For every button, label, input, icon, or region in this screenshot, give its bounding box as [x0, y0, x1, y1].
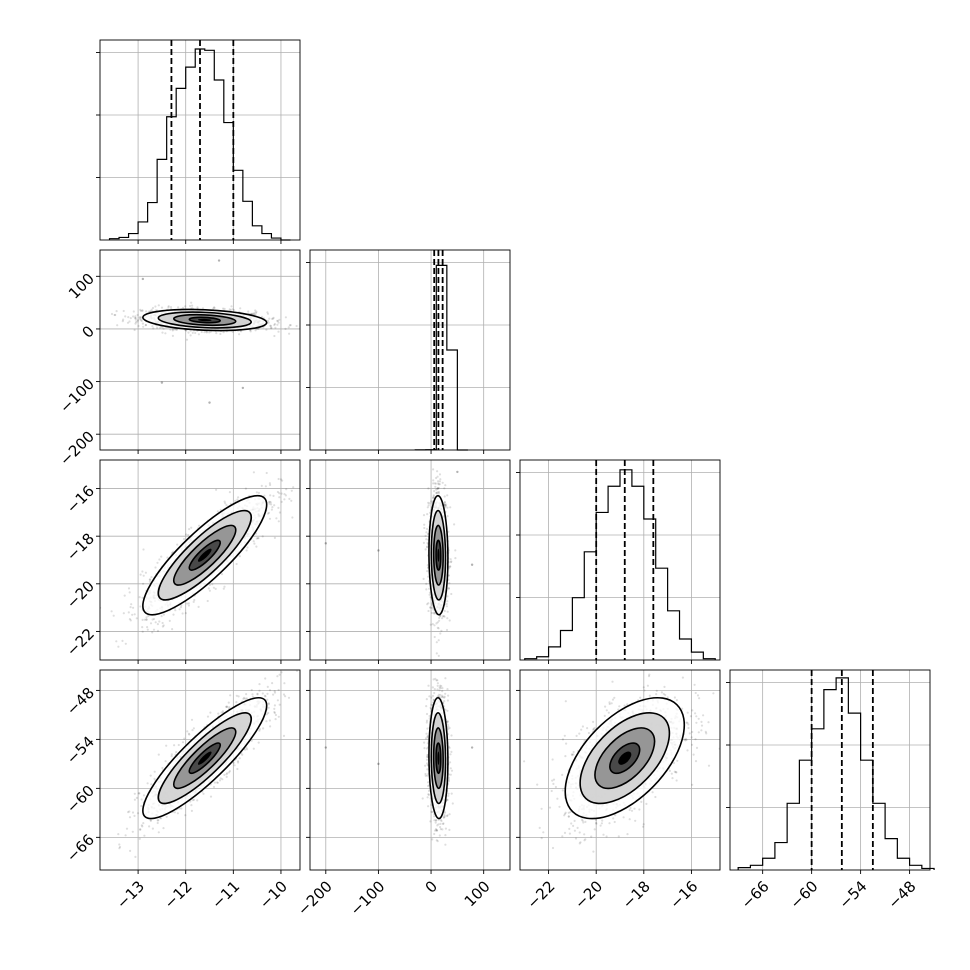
- panel-frame: [99, 249, 301, 451]
- x-tick-label: 0: [422, 877, 441, 896]
- x-tick-label: −16: [666, 877, 701, 912]
- y-tick-label: −16: [63, 482, 98, 517]
- outlier-point: [324, 542, 327, 545]
- x-tick-labels-2: −22 −20 −18 −16: [523, 877, 701, 912]
- y-tick-label: −48: [63, 684, 98, 719]
- scatter-content: [310, 670, 510, 870]
- x-tick-label: −60: [787, 877, 822, 912]
- scatter-content: [100, 250, 300, 450]
- y-tick-label: −20: [63, 577, 98, 612]
- x-tick-label: −20: [571, 877, 606, 912]
- x-tick-label: −11: [208, 877, 243, 912]
- outlier-point: [141, 277, 145, 281]
- panel-frame: [99, 669, 301, 871]
- outlier-point: [241, 386, 245, 390]
- outlier-point: [208, 401, 211, 404]
- y-tick-label: −66: [63, 831, 98, 866]
- outlier-point: [456, 470, 459, 474]
- panel-frame: [519, 669, 721, 871]
- x-tick-label: −48: [884, 877, 919, 912]
- panel-frame: [309, 459, 511, 661]
- x-tick-labels-1: −200 −100 0 100: [294, 877, 494, 919]
- y-tick-label: 100: [65, 270, 98, 303]
- scatter-panel-3-0: −66 −60 −54 −48: [63, 669, 301, 874]
- histogram-panel-1: [306, 249, 511, 454]
- histogram-steps-3: [737, 677, 935, 870]
- outlier-point: [217, 259, 221, 262]
- scatter-content: [310, 460, 510, 660]
- scatter-panel-1-0: −200 −100 0 100: [56, 249, 301, 469]
- panel-frame: [309, 669, 511, 871]
- y-tick-label: −100: [56, 375, 98, 417]
- density-peak: [197, 751, 212, 765]
- scatter-panel-3-1: [306, 669, 511, 874]
- outlier-point: [377, 762, 380, 766]
- y-tick-label: −200: [56, 427, 98, 469]
- scatter-panel-2-0: −22 −20 −18 −16: [63, 459, 301, 664]
- y-tick-label: −22: [63, 625, 98, 660]
- scatter-panel-2-1: [306, 459, 511, 664]
- x-tick-label: −22: [523, 877, 558, 912]
- density-peak: [618, 751, 632, 765]
- corner-panels: −200−1000100−22−20−18−16−66−60−54−48−13−…: [56, 39, 935, 919]
- outlier-point: [377, 549, 380, 552]
- histogram-steps-0: [108, 48, 291, 241]
- panel-frame: [729, 669, 931, 871]
- y-tick-label: −54: [63, 733, 98, 768]
- density-peak: [197, 318, 212, 322]
- x-tick-labels-0: −13 −12 −11 −10: [113, 877, 291, 912]
- panel-frame: [99, 39, 301, 241]
- x-tick-labels-3: −66 −60 −54 −48: [738, 877, 920, 912]
- scatter-content: [100, 460, 300, 660]
- panel-frame: [519, 459, 721, 661]
- histogram-panel-3: [726, 669, 935, 874]
- outlier-point: [470, 746, 474, 749]
- scatter-content: [100, 670, 300, 870]
- density-peak: [437, 548, 440, 562]
- panel-frame: [99, 459, 301, 661]
- outlier-point: [470, 563, 474, 566]
- density-peak: [437, 751, 440, 765]
- y-tick-label: −18: [63, 529, 98, 564]
- outlier-point: [324, 746, 327, 749]
- y-tick-label: −60: [63, 782, 98, 817]
- panel-frame: [309, 249, 511, 451]
- scatter-content: [520, 670, 720, 870]
- histogram-steps-2: [524, 469, 716, 660]
- histogram-panel-0: [96, 39, 301, 244]
- x-tick-label: −12: [161, 877, 196, 912]
- density-peak: [197, 548, 212, 562]
- x-tick-label: −13: [113, 877, 148, 912]
- histogram-steps-1: [414, 264, 468, 451]
- x-tick-label: −66: [738, 877, 773, 912]
- x-tick-label: −10: [256, 877, 291, 912]
- x-tick-label: −54: [836, 877, 871, 912]
- x-tick-label: −100: [347, 877, 389, 919]
- histogram-panel-2: [516, 459, 721, 664]
- scatter-panel-3-2: [516, 669, 721, 874]
- x-tick-label: −18: [619, 877, 654, 912]
- x-tick-label: −200: [294, 877, 336, 919]
- outlier-point: [160, 381, 164, 384]
- x-tick-label: 100: [461, 877, 494, 910]
- y-tick-label: 0: [79, 322, 98, 341]
